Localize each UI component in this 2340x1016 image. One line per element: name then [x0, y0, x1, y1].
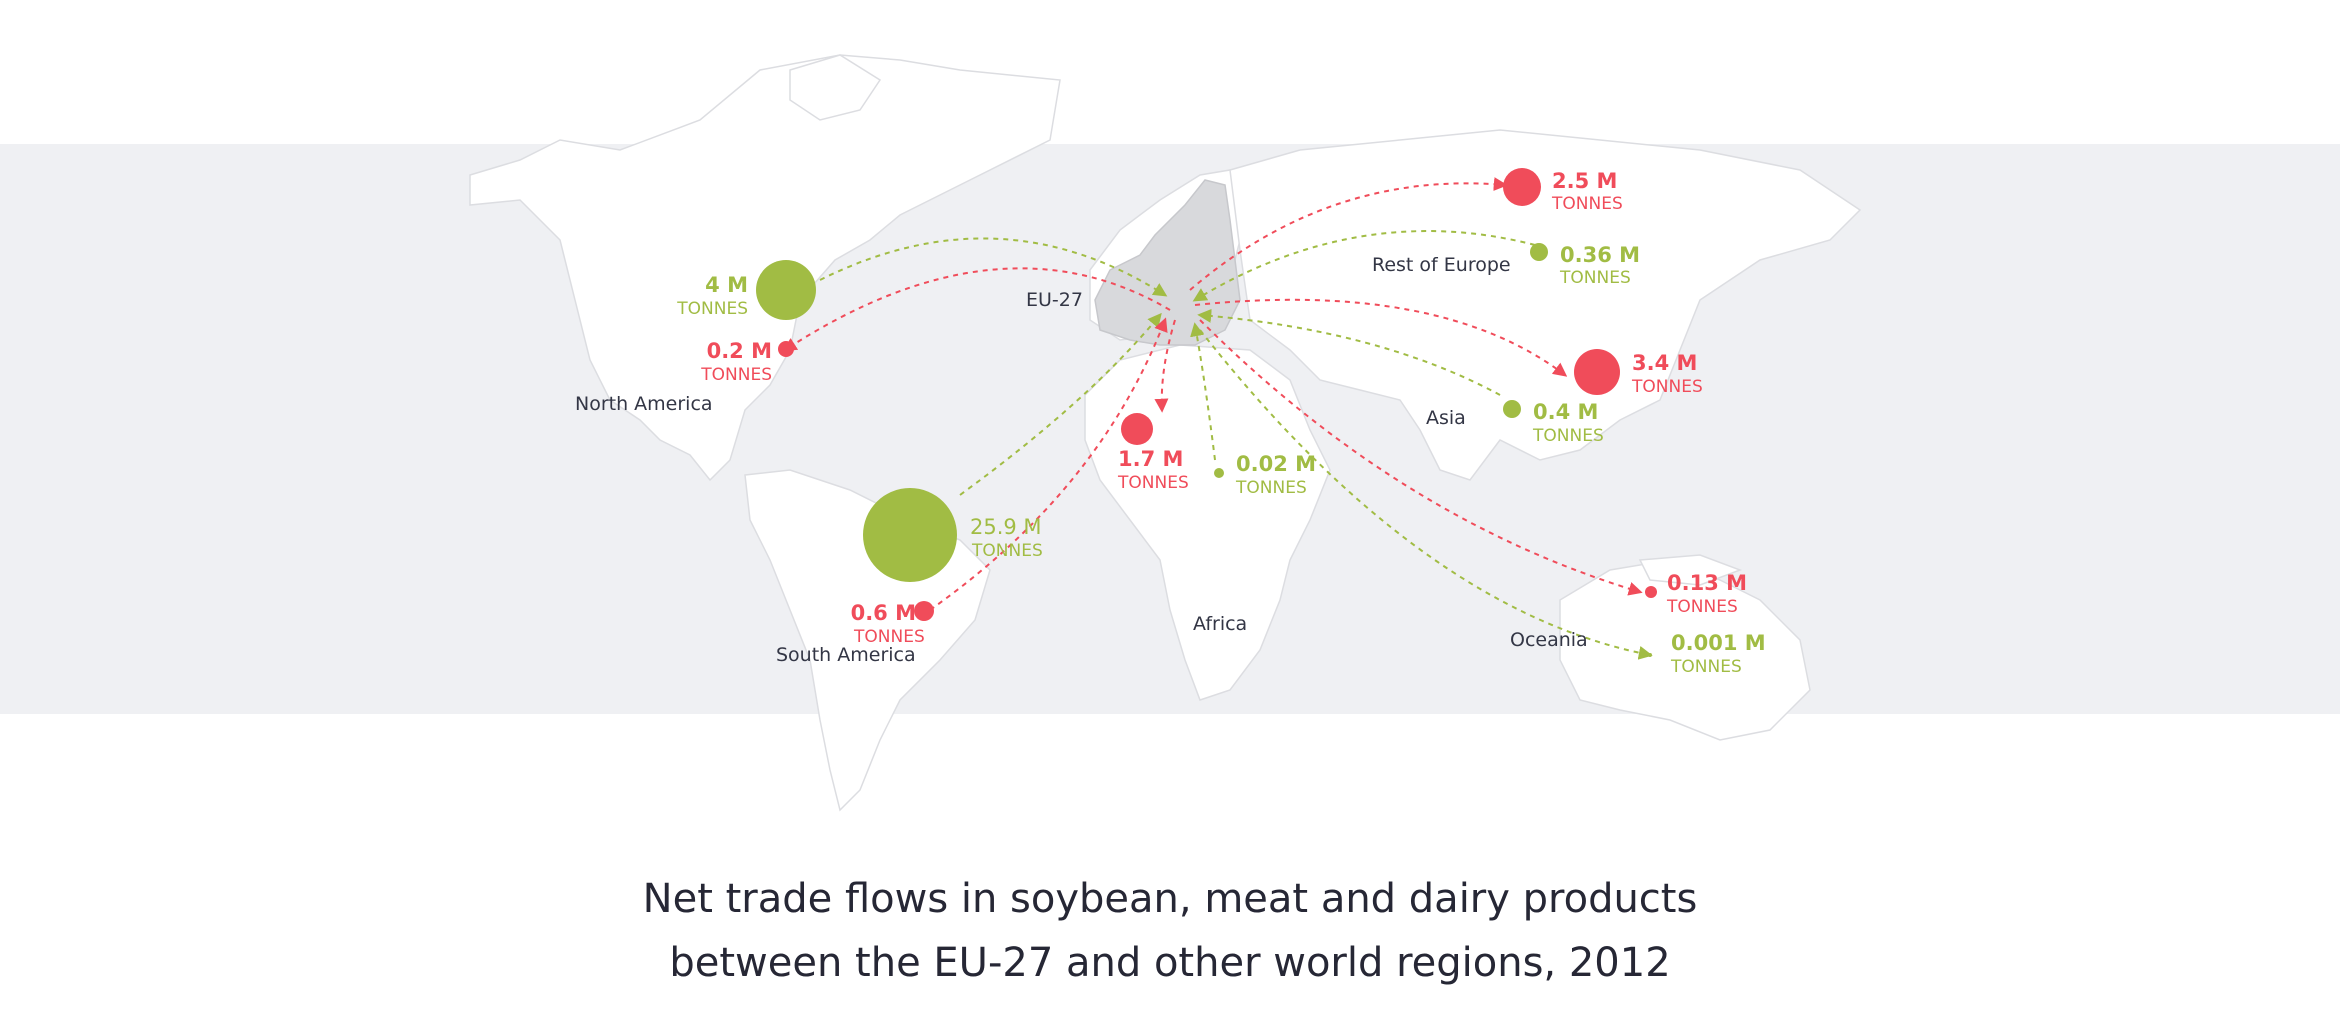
af-export-marker: 1.7 M TONNES	[1117, 413, 1189, 493]
roe-export-marker: 2.5 M TONNES	[1503, 168, 1623, 214]
region-label-eu27: EU-27	[1026, 289, 1083, 311]
region-label-asia: Asia	[1426, 407, 1466, 429]
region-labels: EU-27 North America South America Africa…	[575, 254, 1588, 666]
region-label-africa: Africa	[1193, 613, 1247, 635]
eu27-region	[1094, 179, 1241, 346]
flow-unit-oc-export: TONNES	[1666, 597, 1738, 617]
continent-greenland	[789, 54, 882, 121]
flow-value-af-import: 0.02 M	[1236, 452, 1316, 476]
roe-import-marker: 0.36 M TONNES	[1530, 243, 1640, 288]
flow-unit-sa-export: TONNES	[853, 627, 925, 647]
flow-unit-roe-import: TONNES	[1559, 268, 1631, 288]
as-import-marker: 0.4 M TONNES	[1503, 400, 1604, 446]
flow-line-oc-export	[1199, 319, 1643, 596]
chart-title-line-1: Net trade flows in soybean, meat and dai…	[642, 876, 1698, 922]
flow-circle-sa-import	[863, 488, 957, 582]
flow-line-roe-export	[1189, 177, 1508, 291]
region-label-rest-of-europe: Rest of Europe	[1372, 254, 1511, 276]
af-import-marker: 0.02 M TONNES	[1214, 452, 1316, 498]
region-label-north-america: North America	[575, 393, 713, 415]
as-export-marker: 3.4 M TONNES	[1574, 349, 1703, 397]
flow-value-sa-import: 25.9 M	[970, 515, 1042, 539]
flow-unit-af-import: TONNES	[1235, 478, 1307, 498]
flow-circle-as-export	[1574, 349, 1620, 395]
flow-value-roe-export: 2.5 M	[1552, 169, 1617, 193]
chart-title-line-2: between the EU-27 and other world region…	[669, 940, 1671, 986]
continent-north-america	[469, 54, 1061, 482]
flow-line-sa-export	[929, 317, 1168, 611]
flow-unit-as-export: TONNES	[1631, 377, 1703, 397]
flow-circle-sa-export	[914, 601, 934, 621]
flow-line-na-import	[819, 237, 1168, 297]
continent-asia	[1229, 129, 1862, 481]
flow-unit-na-export: TONNES	[700, 365, 772, 385]
sa-import-marker: 25.9 M TONNES	[863, 488, 1043, 582]
flow-value-oc-export: 0.13 M	[1667, 571, 1747, 595]
flow-circle-oc-export	[1645, 586, 1657, 598]
flow-circle-na-export	[778, 341, 794, 357]
flow-unit-af-export: TONNES	[1117, 473, 1189, 493]
flow-circle-af-export	[1121, 413, 1153, 445]
flow-unit-sa-import: TONNES	[971, 541, 1043, 561]
flow-value-as-import: 0.4 M	[1533, 400, 1598, 424]
flow-unit-roe-export: TONNES	[1551, 194, 1623, 214]
na-export-marker: 0.2 M TONNES	[700, 339, 794, 385]
flow-line-oc-import	[1199, 329, 1653, 660]
flow-unit-oc-import: TONNES	[1670, 657, 1742, 677]
flow-line-sa-import	[959, 312, 1162, 496]
continents	[469, 54, 1862, 812]
flow-line-roe-import	[1192, 230, 1536, 302]
sa-export-marker: 0.6 M TONNES	[851, 601, 934, 647]
flow-lines	[782, 177, 1653, 660]
flow-line-af-import	[1190, 322, 1216, 461]
flow-value-af-export: 1.7 M	[1118, 447, 1183, 471]
region-label-south-america: South America	[776, 644, 916, 666]
flow-circle-na-import	[756, 260, 816, 320]
flow-line-as-export	[1194, 298, 1568, 377]
oc-export-marker: 0.13 M TONNES	[1645, 571, 1747, 617]
flow-value-na-export: 0.2 M	[707, 339, 772, 363]
region-label-oceania: Oceania	[1510, 629, 1588, 651]
flow-value-sa-export: 0.6 M	[851, 601, 916, 625]
flow-circle-oc-import	[1648, 653, 1652, 657]
flow-value-oc-import: 0.001 M	[1671, 631, 1766, 655]
flow-line-na-export	[782, 267, 1171, 352]
flow-circle-roe-import	[1530, 243, 1548, 261]
flow-value-na-import: 4 M	[705, 273, 748, 297]
continent-islands	[1638, 554, 1743, 586]
flow-circle-af-import	[1214, 468, 1224, 478]
flow-circle-as-import	[1503, 400, 1521, 418]
flow-unit-as-import: TONNES	[1532, 426, 1604, 446]
flow-line-af-export	[1154, 319, 1176, 413]
flow-value-roe-import: 0.36 M	[1560, 243, 1640, 267]
flow-value-as-export: 3.4 M	[1632, 351, 1697, 375]
flow-circle-roe-export	[1503, 168, 1541, 206]
na-import-marker: 4 M TONNES	[676, 260, 816, 320]
oc-import-marker: 0.001 M TONNES	[1648, 631, 1766, 677]
flow-unit-na-import: TONNES	[676, 299, 748, 319]
